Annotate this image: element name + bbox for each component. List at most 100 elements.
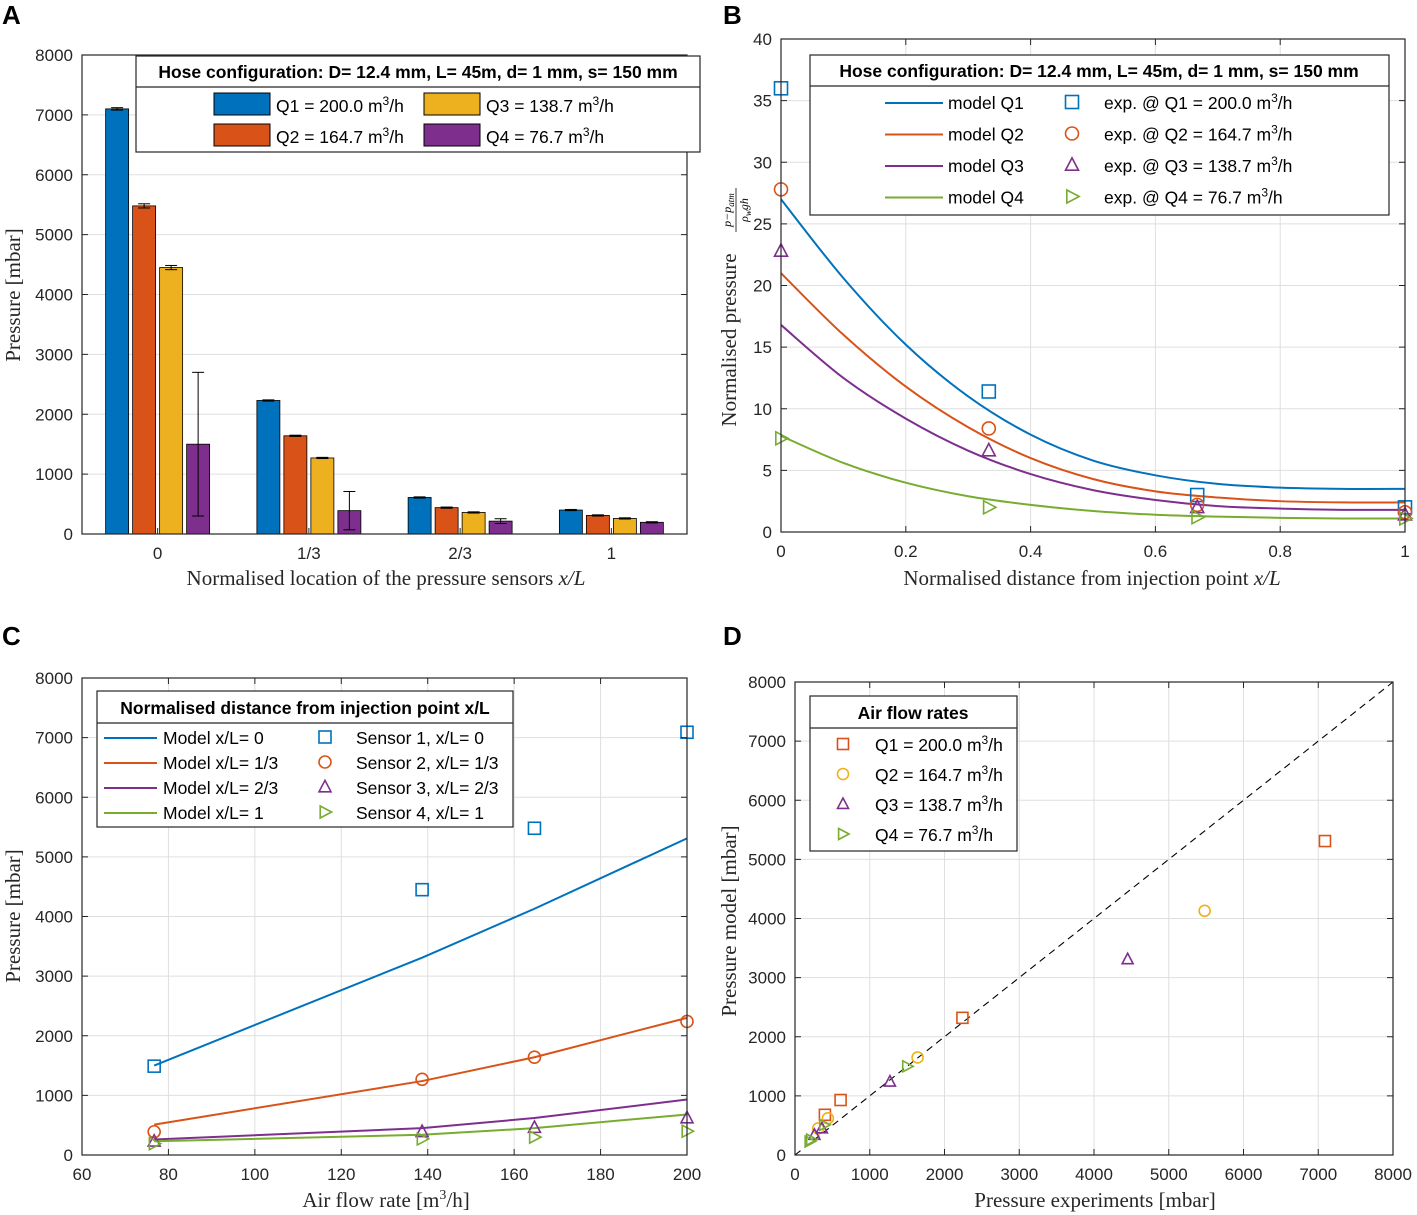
a-ytick-label: 1000 — [35, 465, 73, 484]
a-legend-swatch-q4 — [423, 123, 481, 147]
d-axes: 0 1000 2000 3000 4000 5000 6000 7000 8000 0 1000 20… — [748, 673, 1412, 1184]
b-ytick-label: 0 — [763, 523, 772, 542]
a-bar — [461, 512, 486, 535]
a-bar — [434, 507, 459, 535]
a-bar — [132, 205, 157, 535]
b-legend-model-label: model Q1 — [948, 93, 1024, 113]
d-ylabel: Pressure model [mbar] — [717, 825, 741, 1016]
a-legend-swatch-q1 — [213, 92, 271, 116]
a-legend-swatch-q3 — [423, 92, 481, 116]
b-ytick-label: 35 — [753, 92, 772, 111]
panel-b: B 0 5 10 15 20 25 30 35 40 0 0.2 0.4 0.6 0.8 1 Normali… — [717, 0, 1414, 590]
c-sensor-marker-4 — [148, 1136, 163, 1151]
c-legend-items: Model x/L= 0 Sensor 1, x/L= 0 Model x/L= 1… — [104, 728, 499, 823]
d-ytick-label: 6000 — [748, 791, 786, 810]
b-xtick-label: 0.2 — [894, 542, 918, 561]
c-legend-sensor-label: Sensor 2, x/L= 1/3 — [356, 753, 499, 773]
a-axes: 0 1000 2000 3000 4000 5000 6000 7000 8000 0 1/3 2/3… — [35, 46, 688, 563]
a-frame — [81, 54, 688, 535]
c-sensor-marker-1 — [415, 882, 429, 897]
d-legend-label-q4: Q4 = 76.7 m3/h — [875, 823, 993, 845]
a-legend-label-q3: Q3 = 138.7 m3/h — [486, 94, 614, 116]
d-marker-q4 — [818, 1118, 832, 1132]
c-ytick-label: 6000 — [35, 788, 73, 807]
d-ytick-label: 0 — [777, 1146, 786, 1165]
c-xtick-label: 160 — [500, 1165, 528, 1184]
c-legend-sensor-label: Sensor 3, x/L= 2/3 — [356, 778, 499, 798]
b-xlabel: Normalised distance from injection point… — [903, 566, 1280, 590]
d-legend-label-q2: Q2 = 164.7 m3/h — [875, 763, 1003, 785]
a-legend-label-q2: Q2 = 164.7 m3/h — [276, 125, 404, 147]
c-ytick-label: 0 — [64, 1146, 73, 1165]
b-exp-marker-q1 — [981, 384, 997, 399]
d-xtick-label: 0 — [790, 1165, 799, 1184]
c-legend-sensor-label: Sensor 1, x/L= 0 — [356, 728, 484, 748]
d-ytick-label: 8000 — [748, 673, 786, 692]
d-xtick-label: 6000 — [1225, 1165, 1263, 1184]
c-model-lines — [153, 837, 688, 1143]
b-model-line-q2 — [780, 272, 1406, 504]
b-model-lines — [780, 198, 1406, 520]
d-ytick-label: 2000 — [748, 1028, 786, 1047]
a-ytick-label: 0 — [64, 525, 73, 544]
c-sensor-marker-1 — [147, 1059, 161, 1073]
panel-a: A 0 1000 2000 3000 4000 5000 6000 7000 8000 0 1/3 2… — [1, 0, 701, 590]
c-sensor-marker-1 — [527, 821, 542, 836]
c-axes: 0 1000 2000 3000 4000 5000 6000 7000 8000 60 80 100… — [35, 669, 701, 1184]
b-frame — [780, 38, 1406, 533]
a-ytick-label: 5000 — [35, 226, 73, 245]
c-sensor-marker-4 — [528, 1129, 543, 1145]
c-legend-marker-1 — [318, 730, 332, 744]
c-model-line-2 — [154, 1016, 688, 1126]
a-bar — [558, 509, 583, 535]
d-legend-marker-q4 — [837, 827, 851, 841]
a-legend-label-q1: Q1 = 200.0 m3/h — [276, 94, 404, 116]
b-ytick-label: 30 — [753, 153, 772, 172]
b-ytick-label: 40 — [753, 30, 772, 49]
c-sensor-marker-3 — [146, 1132, 162, 1147]
b-legend-marker-q1 — [1064, 94, 1080, 110]
b-exp-marker-q3 — [980, 441, 997, 457]
b-legend: Hose configuration: D= 12.4 mm, L= 45m, … — [809, 54, 1390, 216]
b-legend-title: Hose configuration: D= 12.4 mm, L= 45m, … — [839, 61, 1358, 81]
b-legend-exp-label: exp. @ Q1 = 200.0 m3/h — [1104, 91, 1292, 113]
a-legend: Hose configuration: D= 12.4 mm, L= 45m, … — [135, 55, 701, 153]
c-legend-title: Normalised distance from injection point… — [120, 698, 490, 718]
b-exp-marker-q4 — [774, 430, 790, 447]
a-bar — [256, 400, 281, 535]
c-xtick-label: 120 — [327, 1165, 355, 1184]
b-legend-exp-label: exp. @ Q2 = 164.7 m3/h — [1104, 123, 1292, 145]
panel-tag-c: C — [2, 621, 21, 651]
c-legend-marker-2 — [318, 755, 332, 769]
b-exp-marker-q4 — [1191, 509, 1207, 526]
b-ytick-label: 20 — [753, 277, 772, 296]
a-xtick-label: 1/3 — [297, 544, 321, 563]
c-ytick-label: 2000 — [35, 1027, 73, 1046]
c-xlabel: Air flow rate [m3/h] — [302, 1188, 469, 1212]
a-ytick-label: 6000 — [35, 166, 73, 185]
b-model-line-q1 — [780, 198, 1406, 490]
a-bar — [585, 515, 610, 535]
a-legend-label-q4: Q4 = 76.7 m3/h — [486, 125, 604, 147]
d-legend-marker-q1 — [836, 737, 850, 751]
a-ytick-label: 2000 — [35, 405, 73, 424]
d-xtick-label: 3000 — [1000, 1165, 1038, 1184]
d-marker-q4 — [901, 1059, 915, 1074]
b-legend-marker-q2 — [1064, 126, 1080, 141]
a-legend-title: Hose configuration: D= 12.4 mm, L= 45m, … — [158, 62, 677, 82]
a-ytick-label: 4000 — [35, 286, 73, 305]
b-ytick-label: 15 — [753, 338, 772, 357]
d-marker-q3 — [807, 1127, 822, 1141]
c-model-line-1 — [153, 837, 688, 1067]
d-marker-q3 — [883, 1073, 897, 1087]
b-legend-marker-q4 — [1066, 188, 1081, 205]
b-exp-marker-q2 — [1189, 497, 1205, 513]
a-bar — [283, 435, 308, 535]
c-ytick-label: 7000 — [35, 729, 73, 748]
c-legend-marker-4 — [319, 804, 334, 820]
d-xtick-label: 8000 — [1374, 1165, 1412, 1184]
c-legend-marker-3 — [317, 778, 333, 793]
c-legend: Normalised distance from injection point… — [96, 690, 514, 828]
c-xtick-label: 80 — [159, 1165, 178, 1184]
